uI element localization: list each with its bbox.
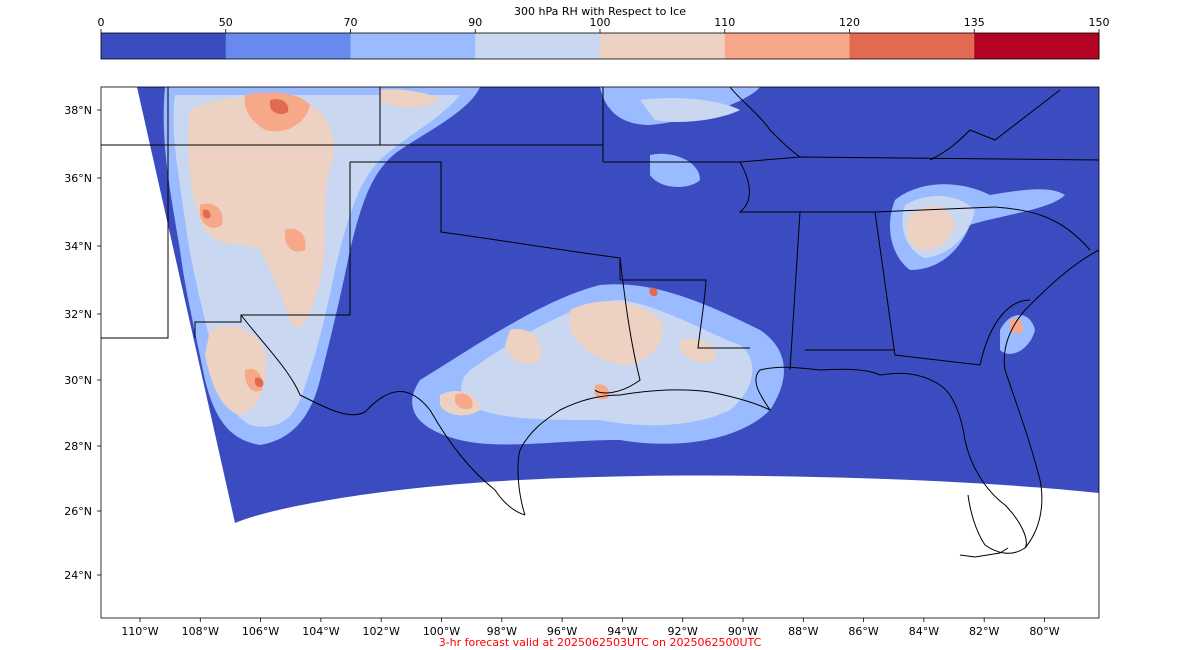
longitude-label: 106°W [242,625,279,638]
colorbar-tick-label: 150 [1089,16,1110,29]
colorbar-tick-label: 110 [714,16,735,29]
colorbar-bins [101,33,1100,59]
latitude-label: 26°N [64,505,92,518]
longitude-label: 100°W [423,625,460,638]
longitude-label: 82°W [969,625,999,638]
latitude-label: 24°N [64,569,92,582]
longitude-label: 92°W [668,625,698,638]
colorbar-bin [350,33,476,59]
longitude-label: 90°W [728,625,758,638]
longitude-label: 94°W [607,625,637,638]
colorbar: 300 hPa RH with Respect to Ice 0 50 70 90 10… [98,5,1110,60]
latitude-label: 34°N [64,240,92,253]
longitude-label: 102°W [363,625,400,638]
rh-field-100-110 [188,89,955,416]
longitude-label: 108°W [182,625,219,638]
colorbar-bin [101,33,227,59]
coastlines [517,249,1099,554]
latitude-label: 28°N [64,440,92,453]
latitude-labels: 38°N 36°N 34°N 32°N 30°N 28°N 26°N 24°N [64,104,101,582]
colorbar-tick-label: 135 [964,16,985,29]
rh-field-120-135 [202,99,658,388]
longitude-label: 88°W [788,625,818,638]
colorbar-tick-label: 70 [344,16,358,29]
longitude-label: 84°W [909,625,939,638]
longitude-label: 86°W [848,625,878,638]
map-panel: 38°N 36°N 34°N 32°N 30°N 28°N 26°N 24°N 110°W 10… [64,86,1100,638]
colorbar-bin [974,33,1100,59]
longitude-label: 104°W [302,625,339,638]
colorbar-bin [600,33,726,59]
colorbar-ticks: 0 50 70 90 100 110 120 135 150 [98,16,1110,33]
latitude-label: 36°N [64,172,92,185]
colorbar-tick-label: 50 [219,16,233,29]
latitude-label: 32°N [64,308,92,321]
longitude-label: 80°W [1029,625,1059,638]
colorbar-bin [225,33,351,59]
colorbar-title: 300 hPa RH with Respect to Ice [514,5,686,18]
longitude-label: 96°W [547,625,577,638]
longitude-label: 98°W [487,625,517,638]
map-frame [100,86,1100,619]
forecast-valid-caption: 3-hr forecast valid at 2025062503UTC on … [438,636,762,649]
longitude-label: 110°W [121,625,158,638]
colorbar-tick-label: 120 [839,16,860,29]
colorbar-tick-label: 90 [468,16,482,29]
colorbar-bin [724,33,850,59]
state-borders [101,87,1099,516]
colorbar-bin [849,33,975,59]
latitude-label: 30°N [64,374,92,387]
florida-keys [959,547,1009,558]
longitude-labels: 110°W 108°W 106°W 104°W 102°W 100°W 98°W 96°W 94… [121,618,1060,638]
colorbar-tick-label: 0 [98,16,105,29]
colorbar-tick-label: 100 [590,16,611,29]
latitude-label: 38°N [64,104,92,117]
colorbar-bin [475,33,601,59]
